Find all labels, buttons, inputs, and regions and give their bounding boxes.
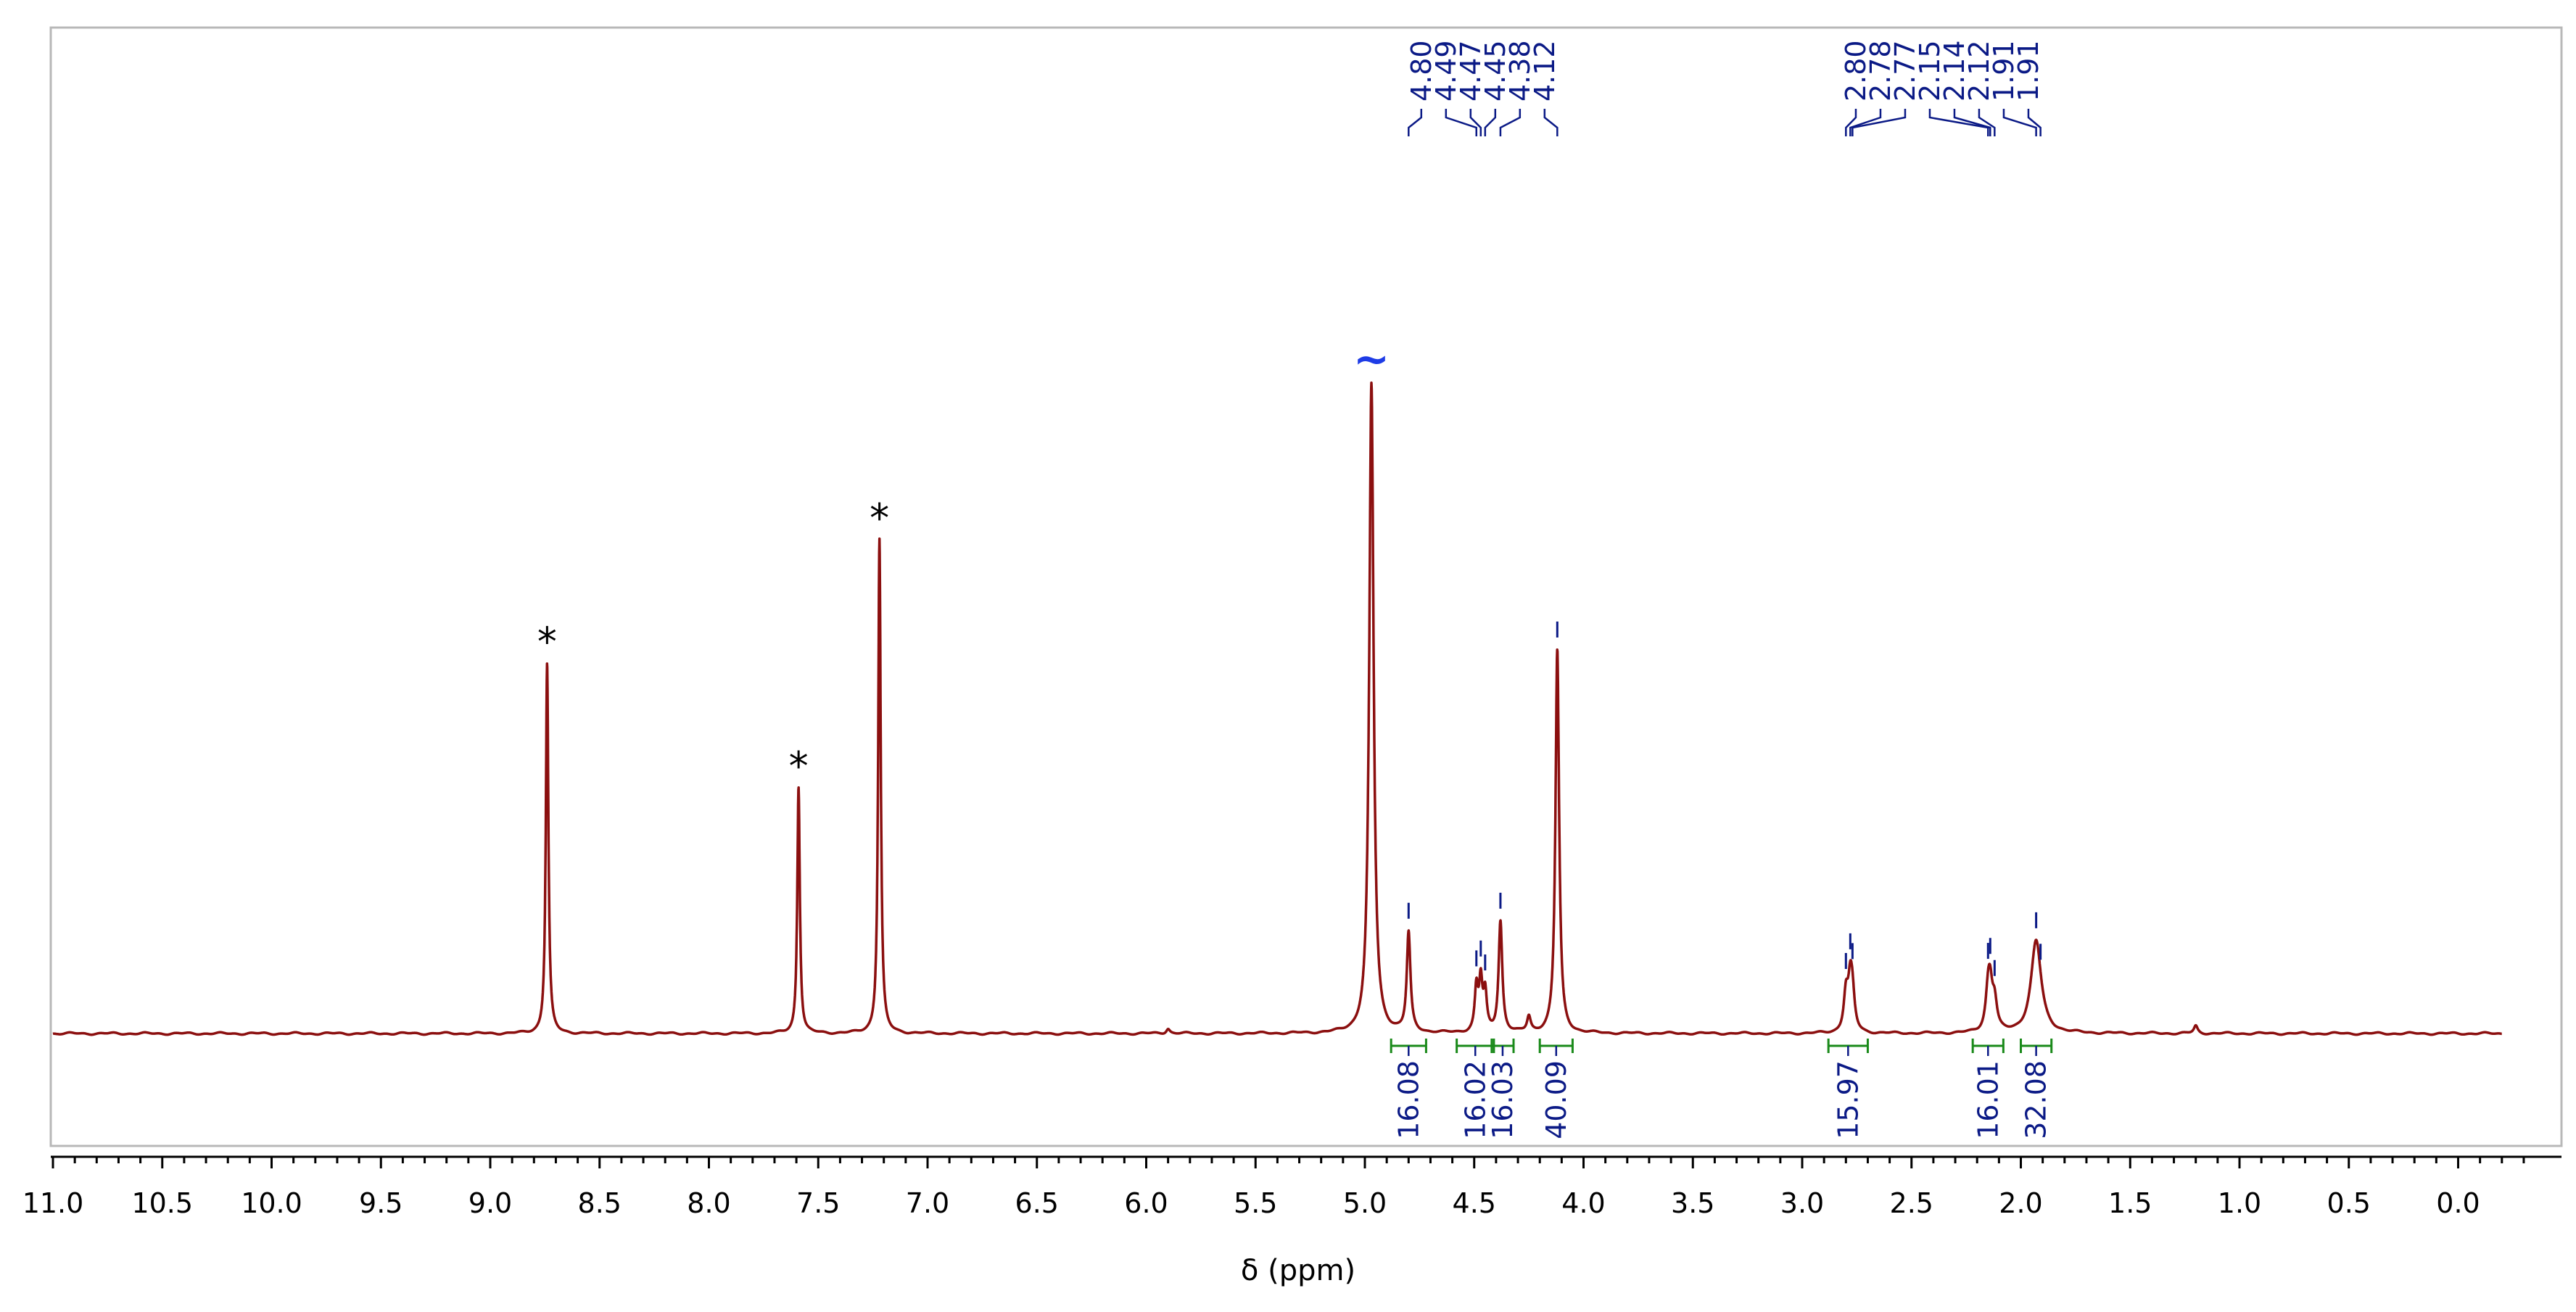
peak-label: 4.49 — [1430, 40, 1462, 102]
peak-label-connector — [1852, 109, 1907, 136]
peak-label: 2.78 — [1865, 40, 1896, 102]
solvent-peak-star: * — [537, 619, 557, 664]
integral-value: 15.97 — [1832, 1060, 1864, 1139]
tick-label: 0.5 — [2327, 1187, 2371, 1219]
spectrum-trace — [51, 381, 2503, 1036]
peak-label-connector — [1978, 109, 1996, 136]
peak-label-connector — [1484, 109, 1497, 136]
peak-label-connector — [2027, 109, 2042, 136]
x-axis: 11.0 10.5 10.0 9.5 9.0 8.5 8.0 7.5 7.0 6.5 6.0 5.5 5… — [22, 1155, 2561, 1219]
peak-label: 1.91 — [2012, 40, 2044, 102]
peak-label-connector — [1469, 109, 1482, 136]
peak-label: 4.12 — [1529, 40, 1561, 102]
peak-label: 2.14 — [1939, 40, 1970, 102]
tick-label: 9.0 — [468, 1187, 512, 1219]
peak-label-connector — [1445, 109, 1478, 136]
peak-label-connector — [2002, 109, 2037, 136]
solvent-peak-star: * — [870, 495, 889, 541]
peak-label: 2.12 — [1963, 40, 1995, 102]
integral-value: 40.09 — [1540, 1060, 1572, 1139]
peak-label-connector — [1928, 109, 1989, 136]
tick-label: 4.5 — [1453, 1187, 1496, 1219]
tick-label: 5.5 — [1234, 1187, 1277, 1219]
peak-label: 2.77 — [1889, 40, 1921, 102]
integral-value: 16.08 — [1392, 1060, 1424, 1139]
peak-label: 2.80 — [1840, 40, 1872, 102]
integral-value: 16.01 — [1972, 1060, 2004, 1139]
x-axis-title: δ (ppm) — [1241, 1254, 1355, 1287]
solvent-peak-star: * — [789, 743, 809, 789]
peak-label-connector — [1849, 109, 1882, 136]
integral-value: 16.03 — [1487, 1060, 1519, 1139]
tick-label: 7.0 — [906, 1187, 949, 1219]
peak-label: 4.38 — [1504, 40, 1536, 102]
water-peak-marker: ~ — [1353, 334, 1390, 385]
peak-label: 4.45 — [1479, 40, 1511, 102]
tick-label: 0.0 — [2436, 1187, 2480, 1219]
peak-label: 1.91 — [1988, 40, 2020, 102]
tick-label: 3.5 — [1671, 1187, 1714, 1219]
tick-label: 8.5 — [578, 1187, 622, 1219]
tick-label: 6.5 — [1015, 1187, 1059, 1219]
tick-label: 10.0 — [241, 1187, 302, 1219]
peak-label-connector — [1408, 109, 1423, 136]
peak-label: 4.80 — [1405, 40, 1437, 102]
tick-label: 4.0 — [1561, 1187, 1605, 1219]
peak-label-connector — [1845, 109, 1857, 136]
tick-label: 1.5 — [2108, 1187, 2152, 1219]
tick-label: 9.5 — [359, 1187, 402, 1219]
tick-label: 7.5 — [796, 1187, 840, 1219]
peak-label-connector — [1953, 109, 1991, 136]
peak-label: 4.47 — [1455, 40, 1487, 102]
tick-label: 11.0 — [22, 1187, 84, 1219]
tick-label: 5.0 — [1343, 1187, 1387, 1219]
tick-label: 3.0 — [1780, 1187, 1824, 1219]
peak-label-connector — [1499, 109, 1522, 136]
peak-markers: * * * ~ — [537, 334, 1390, 789]
spectrum-line — [51, 381, 2503, 1036]
plot-frame — [49, 26, 2563, 1147]
tick-label: 10.5 — [131, 1187, 193, 1219]
integral-value: 16.02 — [1459, 1060, 1491, 1139]
tick-label: 6.0 — [1124, 1187, 1168, 1219]
peak-label-connector — [1543, 109, 1559, 136]
tick-label: 2.0 — [1999, 1187, 2042, 1219]
peak-label-groups: 4.804.494.474.454.384.12 2.802.782.772.15… — [1405, 40, 2044, 976]
integral-value: 32.08 — [2020, 1060, 2052, 1139]
tick-label: 8.0 — [687, 1187, 730, 1219]
tick-label: 1.0 — [2218, 1187, 2261, 1219]
tick-label: 2.5 — [1890, 1187, 1933, 1219]
peak-label: 2.15 — [1914, 40, 1946, 102]
